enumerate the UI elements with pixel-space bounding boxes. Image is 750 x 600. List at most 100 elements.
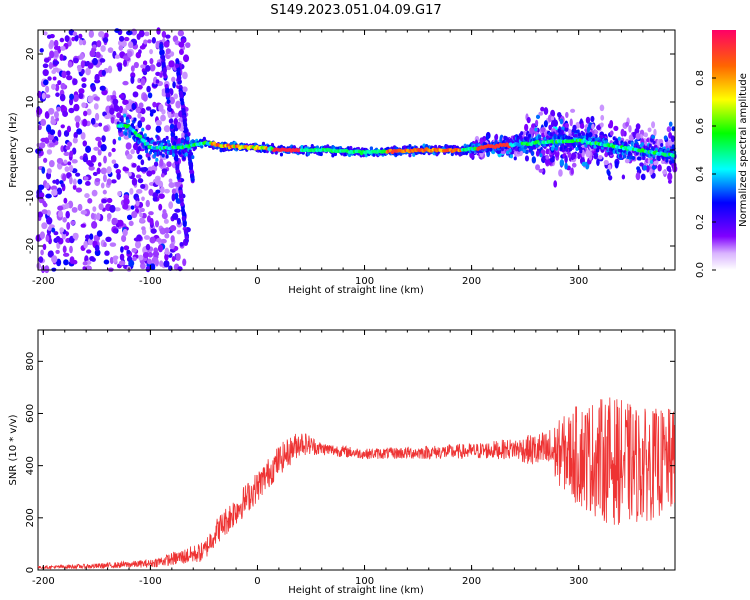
spectrogram-cell (136, 84, 143, 90)
spectrogram-cell (566, 142, 570, 147)
spectrogram-cell (88, 30, 95, 38)
spectrogram-cell (59, 37, 65, 43)
spectrogram-cell (171, 152, 176, 157)
spectrogram-cell (97, 162, 102, 167)
snr-y-tick-label: 0 (25, 567, 36, 573)
spectrogram-cell (103, 242, 107, 248)
spectrogram-cell (77, 203, 83, 212)
spectrogram-cell (81, 83, 87, 89)
spectrogram-cell (159, 260, 164, 267)
colorbar-tick-label: 0.6 (695, 118, 706, 134)
spectrogram-cell (494, 133, 499, 141)
snr-panel: -200 -100 0 100 200 300 0 200 400 600 800 Height o… (8, 329, 676, 596)
spectrogram-cell (149, 49, 154, 55)
spectrogram-cell (153, 151, 158, 156)
spectrogram-cell (171, 193, 176, 202)
spectrogram-cell (75, 120, 80, 129)
spectrogram-cell (154, 258, 159, 267)
spectrogram-cell (141, 127, 145, 132)
spectrogram-cell (117, 136, 122, 141)
spectrogram-cell (425, 144, 429, 149)
spectrogram-cell (135, 200, 140, 207)
spectrogram-cell (643, 132, 649, 138)
spectrogram-cell (170, 139, 174, 144)
spectrogram-cell (558, 169, 563, 177)
spectrogram-cell (116, 112, 122, 119)
spectrogram-cell (117, 219, 124, 227)
spectrogram-cell (653, 128, 657, 137)
spectrogram-cell (43, 79, 49, 86)
spectrogram-cell (55, 235, 61, 243)
spectrogram-cell (185, 42, 191, 48)
spectrogram-cell (41, 222, 48, 230)
spectrogram-cell (131, 256, 137, 262)
spectrogram-cell (572, 124, 577, 132)
spectrogram-cell (622, 154, 627, 159)
spectrogram-cell (535, 114, 541, 120)
spectrogram-cell (42, 63, 49, 69)
spectrogram-cell (604, 152, 609, 158)
spectrogram-cell (503, 135, 507, 140)
spectrogram-cell (158, 193, 165, 199)
spectrogram-cell (75, 187, 83, 193)
spectrogram-cell (181, 215, 186, 221)
spectrogram-cell (139, 131, 144, 136)
spectrogram-cell (94, 244, 100, 252)
spectrogram-cell (170, 124, 175, 130)
spectrogram-cell (162, 71, 167, 77)
spectrogram-cell (86, 108, 92, 116)
spectrogram-cell (144, 149, 149, 154)
spectrogram-cell (64, 35, 70, 43)
spectrogram-cell (614, 161, 619, 169)
spectrogram-cell (182, 258, 187, 267)
spectrogram-cell (91, 57, 98, 66)
spectrogram-cell (62, 245, 67, 254)
spectrogram-cell (575, 121, 581, 129)
spectrogram-cell (671, 126, 676, 132)
spectrogram-cell (145, 124, 152, 131)
spectrogram-cell (181, 211, 186, 217)
spectrogram-cell (36, 107, 43, 115)
spectrogram-cell (114, 207, 121, 212)
spectrogram-cell (160, 142, 164, 147)
spectrogram-cell (182, 221, 187, 227)
spectrogram-cell (39, 192, 45, 198)
spectrogram-y-tick-label: 10 (25, 96, 36, 109)
spectrogram-cell (176, 67, 181, 73)
spectrogram-cell (158, 203, 163, 211)
spectrogram-cell (571, 152, 577, 160)
spectrogram-cell (369, 146, 373, 151)
spectrogram-cell (649, 168, 653, 176)
spectrogram-y-tick-label: 0 (25, 147, 36, 153)
spectrogram-cell (137, 120, 143, 129)
spectrogram-cell (48, 250, 54, 257)
spectrogram-cell (41, 92, 46, 100)
spectrogram-cell (527, 133, 532, 138)
spectrogram-cell (104, 114, 111, 120)
spectrogram-cell (160, 238, 167, 244)
spectrogram-cell (109, 204, 116, 213)
spectrogram-cell (59, 53, 64, 61)
spectrogram-cell (90, 84, 97, 92)
spectrogram-cell (85, 180, 91, 186)
spectrogram-cell (92, 206, 97, 212)
spectrogram-cell (408, 153, 412, 158)
spectrogram-cell (78, 92, 84, 100)
spectrogram-cell (153, 161, 159, 167)
spectrogram-cell (588, 131, 593, 138)
spectrogram-cell (131, 247, 137, 253)
spectrogram-cell (612, 136, 616, 141)
spectrogram-cell (159, 151, 163, 156)
spectrogram-cell (41, 166, 46, 174)
spectrogram-cell (113, 163, 119, 169)
spectrogram-cell (523, 145, 528, 150)
spectrogram-cell (646, 138, 650, 143)
spectrogram-cell (640, 173, 646, 181)
spectrogram-cell (151, 83, 158, 88)
snr-y-tick-label: 400 (25, 456, 36, 475)
spectrogram-cell (631, 156, 636, 161)
spectrogram-cell (180, 139, 185, 144)
spectrogram-cell (40, 137, 47, 143)
spectrogram-cell (179, 97, 184, 103)
